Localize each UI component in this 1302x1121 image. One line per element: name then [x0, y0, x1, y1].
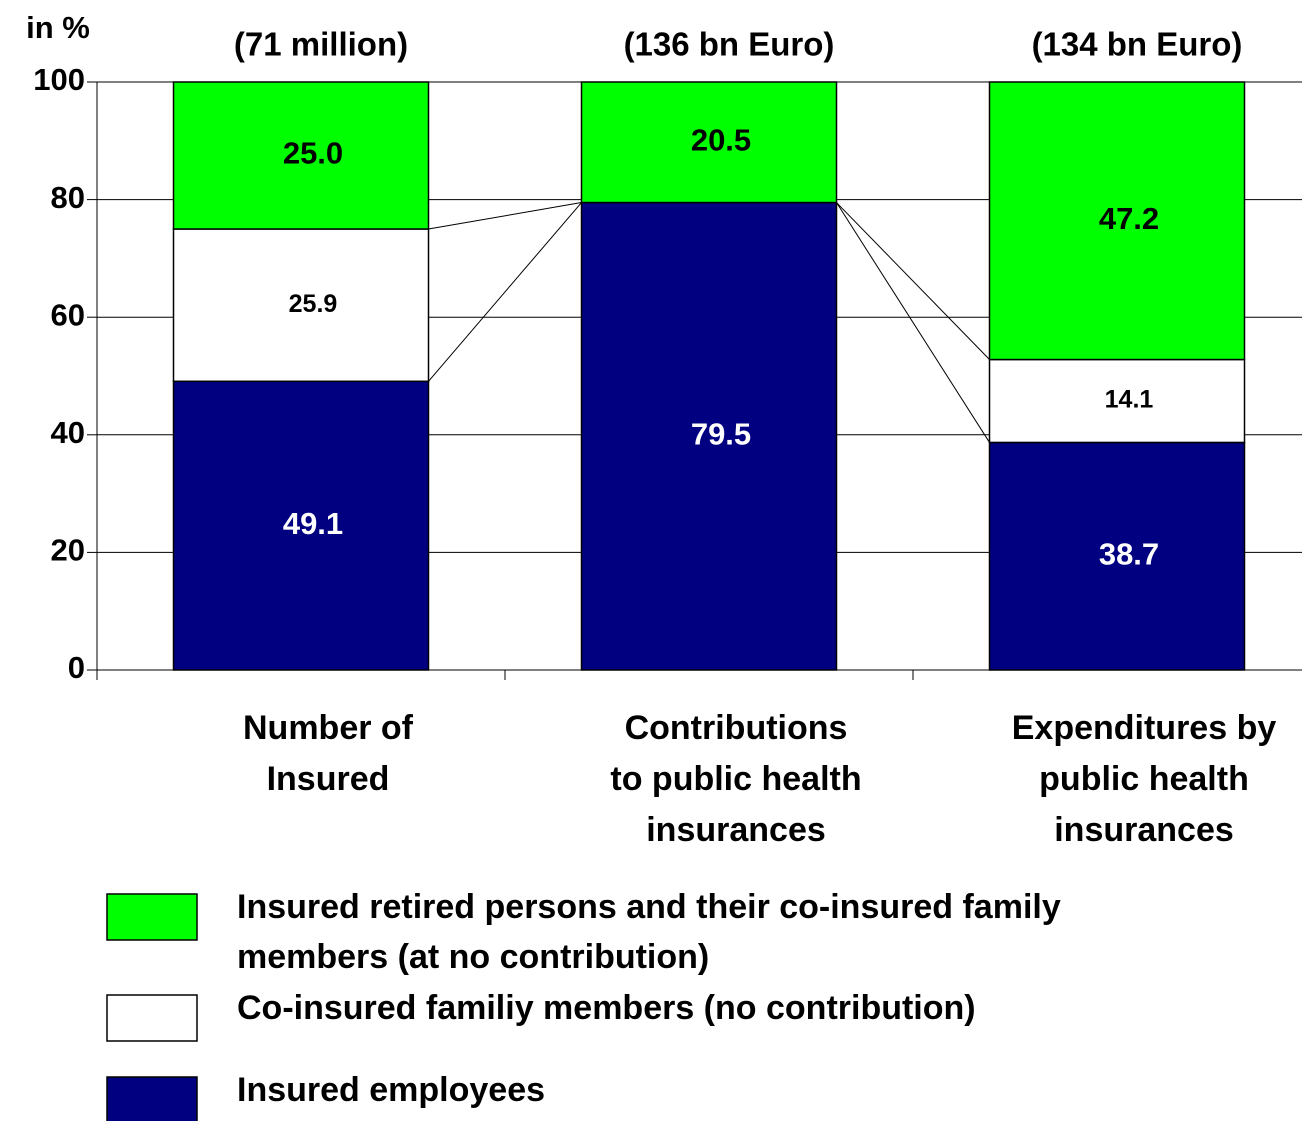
- y-tick-label: 60: [51, 297, 85, 332]
- legend-swatch: [106, 994, 198, 1042]
- bar-segment: [988, 358, 1246, 444]
- value-label: 25.0: [283, 136, 343, 171]
- value-label: 49.1: [283, 506, 343, 541]
- bar-segment: [988, 81, 1246, 361]
- value-label: 47.2: [1099, 201, 1159, 236]
- value-label: 25.9: [289, 290, 338, 318]
- legend-swatch: [106, 1076, 198, 1121]
- x-tick-label: Number of Insured: [243, 709, 413, 798]
- value-label: 20.5: [691, 122, 751, 157]
- connector: [428, 202, 582, 230]
- bar-segment: [988, 441, 1246, 671]
- x-tick-label: Expenditures by public health insurances: [1011, 709, 1277, 849]
- legend-label: Insured employees: [237, 1071, 546, 1109]
- bar-segment: [580, 201, 838, 671]
- bar-segment: [580, 81, 838, 204]
- connector: [836, 202, 990, 443]
- y-tick-label: 0: [68, 650, 85, 685]
- y-tick-label: 80: [51, 180, 85, 215]
- y-tick-label: 100: [33, 62, 85, 97]
- connector: [428, 202, 582, 382]
- y-tick-label: 40: [51, 415, 85, 450]
- legend-label: Co-insured familiy members (no contribut…: [237, 989, 976, 1027]
- y-tick-label: 20: [51, 533, 85, 568]
- total-label: (134 bn Euro): [1032, 26, 1243, 63]
- total-label: (136 bn Euro): [624, 26, 835, 63]
- bar-segment: [172, 81, 430, 230]
- connector: [836, 202, 990, 360]
- total-label: (71 million): [234, 26, 408, 63]
- value-label: 38.7: [1099, 536, 1159, 571]
- legend-swatch: [106, 893, 198, 941]
- bar-segment: [172, 380, 430, 671]
- y-axis-label: in %: [26, 10, 90, 45]
- value-label: 14.1: [1105, 386, 1154, 414]
- legend-label: Insured retired persons and their co-ins…: [237, 888, 1061, 976]
- x-tick-label: Contributions to public health insurance…: [610, 709, 862, 849]
- value-label: 79.5: [691, 416, 751, 451]
